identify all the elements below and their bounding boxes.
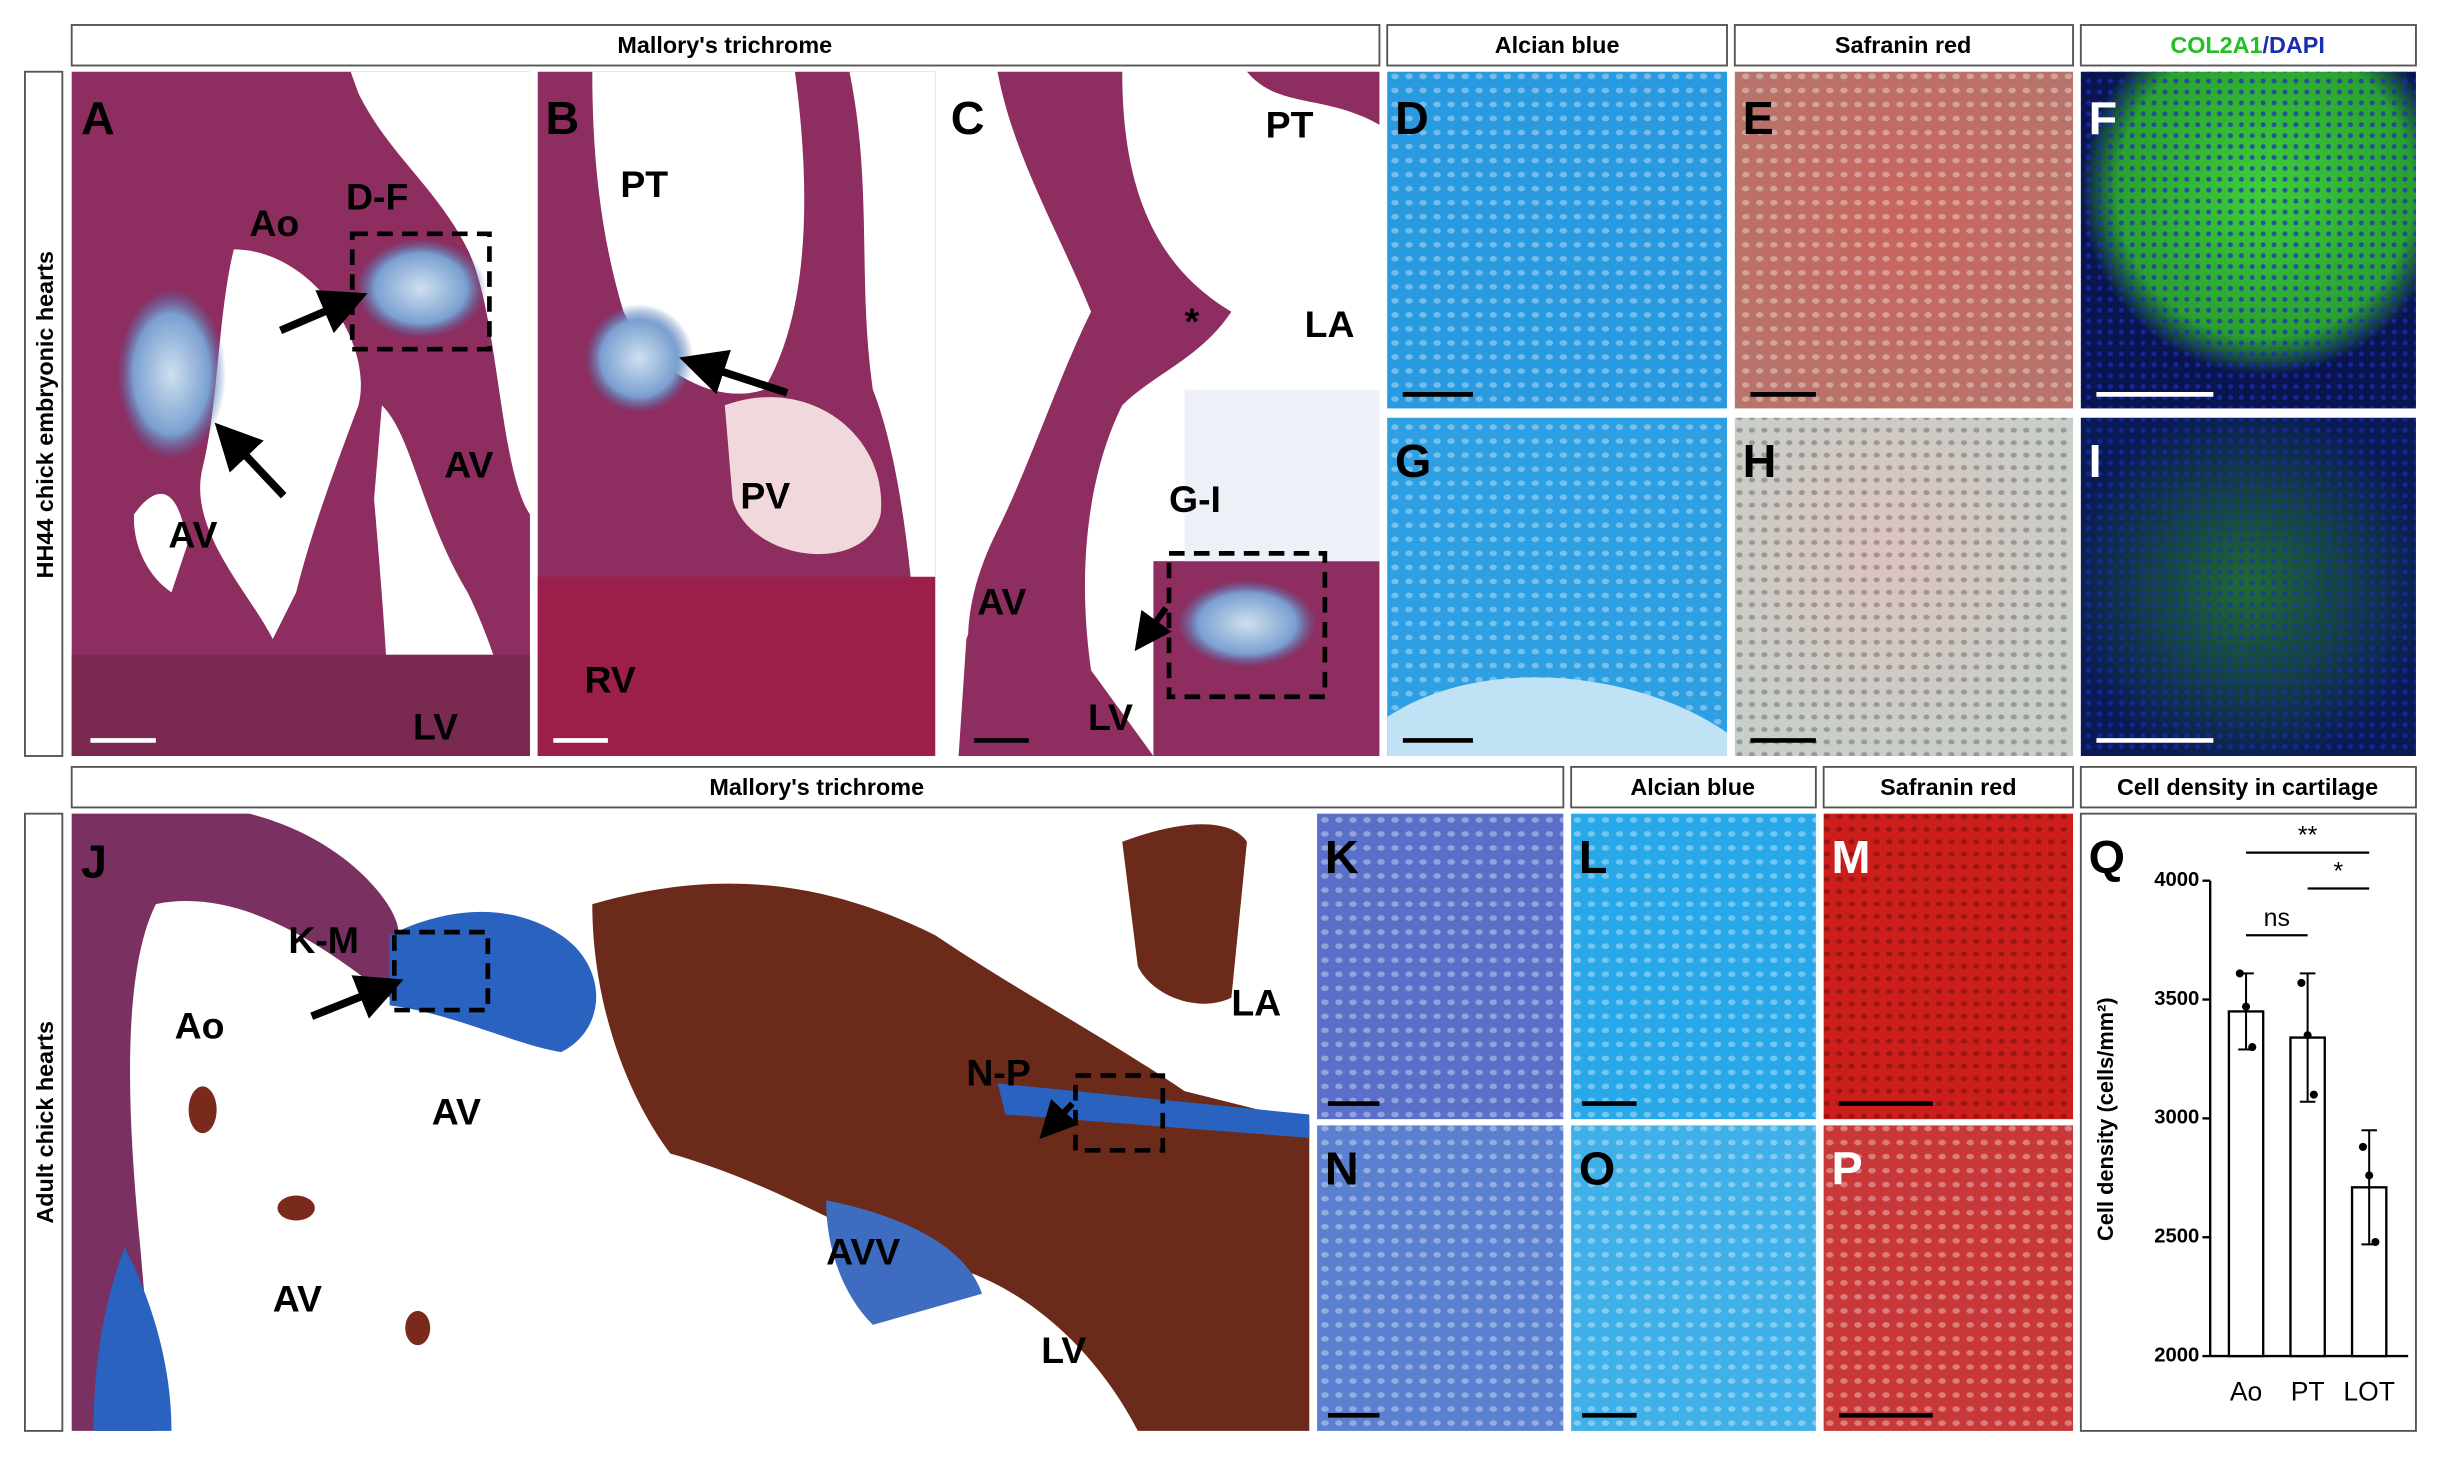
panel-label: PT <box>1266 104 1314 146</box>
panel-label: LV <box>413 705 458 747</box>
header: Mallory's trichrome <box>709 774 924 800</box>
panel-label: LV <box>1041 1329 1086 1371</box>
panel-label: PV <box>740 475 790 517</box>
panel-label: D-F <box>346 175 408 217</box>
panel-label: LA <box>1305 303 1355 345</box>
panel-letter: J <box>81 835 107 887</box>
panels-d-i: D E F G H I <box>1387 71 2416 756</box>
col2a1: COL2A1 <box>2170 32 2262 58</box>
panel-letter: L <box>1579 831 1608 883</box>
panels-k-p: K L M N O P <box>1317 813 2074 1431</box>
dapi: /DAPI <box>2263 32 2325 58</box>
header-box <box>2079 24 2417 67</box>
header: Safranin red <box>1835 32 1971 58</box>
header: COL2A1/DAPI <box>2170 32 2325 58</box>
panel-label: N-P <box>966 1051 1030 1093</box>
header-box <box>70 24 1381 67</box>
panel-letter: N <box>1325 1143 1359 1195</box>
panel-label: AV <box>977 581 1026 623</box>
panel-letter: G <box>1395 435 1431 487</box>
data-point <box>2235 969 2244 978</box>
panel-letter: E <box>1743 92 1774 144</box>
x-tick-label: LOT <box>2343 1376 2395 1406</box>
header-box <box>1822 765 2074 809</box>
panel-letter: B <box>546 92 580 144</box>
y-tick-label: 4000 <box>2154 869 2199 891</box>
y-tick-label: 2000 <box>2154 1344 2199 1366</box>
panel-q: Q Cell density (cells/mm²) 2000 2500 3000 3… <box>2079 812 2417 1432</box>
panel-j: J K-M Ao AV AV N-P LA AVV LV <box>71 813 1310 1431</box>
data-point <box>2297 978 2306 987</box>
panel-label: LV <box>1088 696 1133 738</box>
panel-c: C PT LA * G-I AV LV <box>942 71 1380 756</box>
panel-label: K-M <box>288 919 359 961</box>
panel-label: LA <box>1231 981 1281 1023</box>
panel-label: AV <box>273 1277 322 1319</box>
header-box <box>1570 765 1817 809</box>
panel-a: A Ao D-F AV AV LV <box>71 71 530 756</box>
data-point <box>2371 1237 2380 1247</box>
panel-label: PT <box>620 163 668 205</box>
significance-label: * <box>2334 857 2344 885</box>
panel-label: AVV <box>826 1231 900 1273</box>
panel-letter: I <box>2089 435 2102 487</box>
data-point <box>2241 1002 2251 1011</box>
panel-letter: Q <box>2089 831 2125 883</box>
y-tick-label: 3500 <box>2154 988 2199 1010</box>
significance-label: ** <box>2298 822 2318 850</box>
row-label: Adult chick hearts <box>32 1021 58 1224</box>
bar <box>2289 1036 2326 1358</box>
y-tick-label: 3000 <box>2154 1107 2199 1129</box>
panel-b: B PT PV RV <box>537 71 936 756</box>
panel-letter: A <box>81 92 115 144</box>
data-point <box>2365 1171 2374 1180</box>
panel-letter: O <box>1579 1143 1615 1195</box>
panel-label: * <box>1185 300 1200 342</box>
header: Alcian blue <box>1495 32 1620 58</box>
panel-letter: K <box>1325 831 1359 883</box>
header-box <box>1386 24 1728 67</box>
panel-letter: H <box>1743 435 1777 487</box>
header: Mallory's trichrome <box>617 32 832 58</box>
panel-letter: P <box>1831 1143 1862 1195</box>
header: Safranin red <box>1880 774 2016 800</box>
y-axis-label: Cell density (cells/mm²) <box>2093 997 2118 1241</box>
panel-label: G-I <box>1169 478 1221 520</box>
panel-letter: F <box>2089 92 2118 144</box>
bar <box>2227 1010 2265 1358</box>
y-tick-label: 2500 <box>2154 1226 2199 1248</box>
panel-letter: M <box>1831 831 1870 883</box>
data-point <box>2248 1043 2257 1052</box>
row-label-box <box>24 812 64 1432</box>
data-point <box>2309 1090 2318 1099</box>
panel-label: RV <box>585 659 636 701</box>
data-point <box>2303 1031 2312 1040</box>
data-point <box>2358 1142 2368 1151</box>
x-tick-label: Ao <box>2230 1376 2262 1406</box>
row-label-box <box>24 70 64 757</box>
panel-letter: C <box>951 92 985 144</box>
x-tick-label: PT <box>2291 1376 2325 1406</box>
header-box <box>2079 765 2417 809</box>
panel-label: Ao <box>175 1005 225 1047</box>
panel-label: AV <box>432 1090 481 1132</box>
header: Cell density in cartilage <box>2117 774 2378 800</box>
header-box <box>1733 24 2074 67</box>
panel-letter: D <box>1395 92 1429 144</box>
panel-label: Ao <box>249 202 299 244</box>
panel-label: AV <box>168 514 217 556</box>
header-box <box>70 765 1565 809</box>
row-label: HH44 chick embryonic hearts <box>32 251 58 578</box>
significance-label: ns <box>2264 904 2290 932</box>
header: Alcian blue <box>1630 774 1755 800</box>
panel-label: AV <box>444 444 493 486</box>
